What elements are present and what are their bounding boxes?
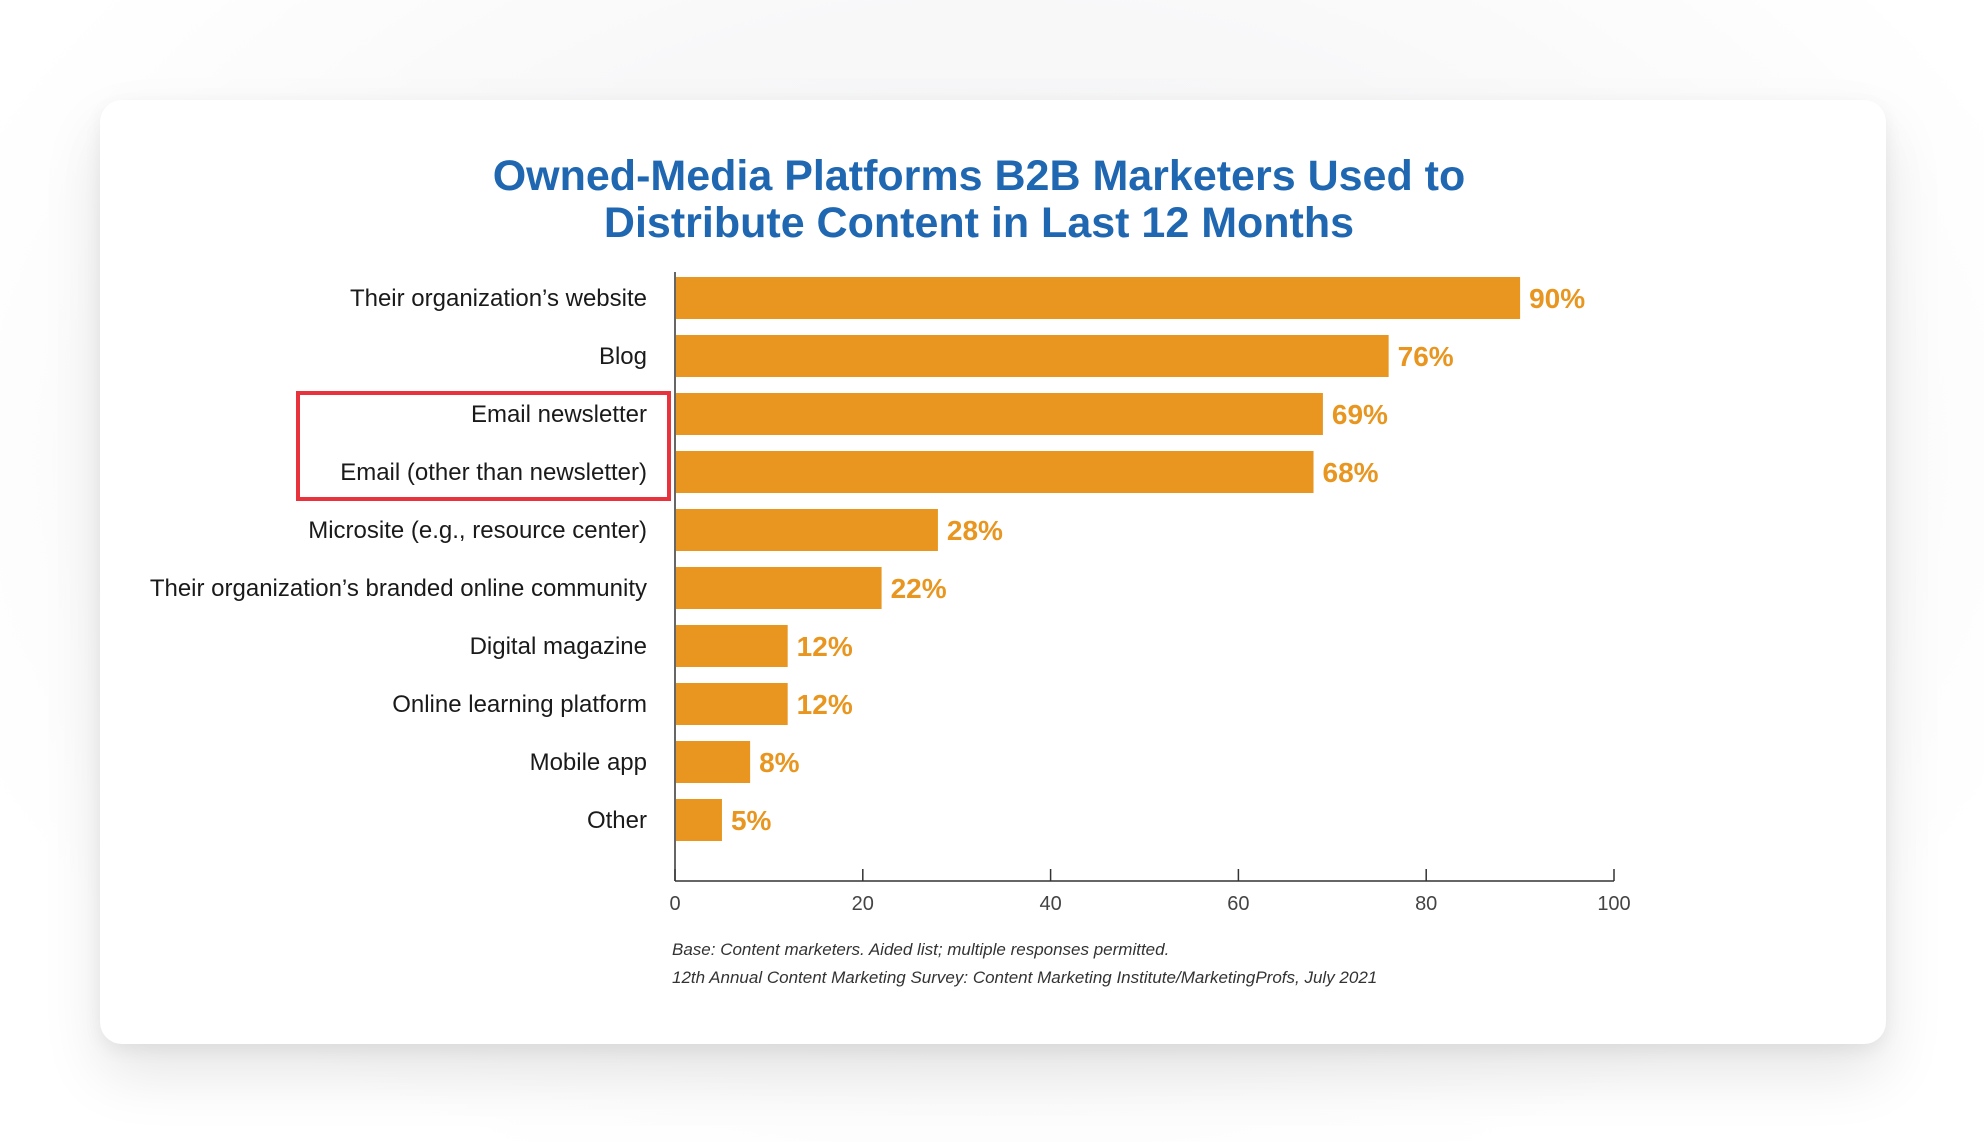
bar-group: Their organization’s website 90% Blog 76% Em… [150, 277, 1585, 841]
chart-title-line-1: Owned-Media Platforms B2B Marketers Used… [493, 152, 1466, 200]
bar-online-learning-platform [676, 683, 788, 725]
bar-email-other-than-newsletter [676, 451, 1314, 493]
value-label-email-other-than-newsletter: 68% [1323, 457, 1379, 488]
highlight-group [296, 391, 671, 501]
category-label-mobile-app: Mobile app [530, 749, 647, 776]
chart-title-line-2: Distribute Content in Last 12 Months [604, 199, 1354, 247]
category-label-email-other-than-newsletter: Email (other than newsletter) [340, 459, 647, 486]
category-label-other: Other [587, 807, 647, 834]
value-label-blog: 76% [1398, 341, 1454, 372]
chart-card [100, 100, 1886, 1044]
x-tick-label-0: 0 [669, 893, 680, 915]
value-label-email-newsletter: 69% [1332, 399, 1388, 430]
x-tick-label-60: 60 [1227, 893, 1249, 915]
category-label-blog: Blog [599, 343, 647, 370]
axes: 0 20 40 60 80 100 [669, 272, 1631, 915]
category-label-online-learning-platform: Online learning platform [392, 691, 647, 718]
x-tick-label-20: 20 [852, 893, 874, 915]
bar-mobile-app [676, 741, 751, 783]
value-label-online-learning-platform: 12% [797, 689, 853, 720]
bar-blog [676, 335, 1389, 377]
category-label-their-organization-s-branded-online-community: Their organization’s branded online comm… [150, 575, 647, 602]
x-tick-label-100: 100 [1597, 893, 1630, 915]
value-label-mobile-app: 8% [759, 747, 800, 778]
category-label-microsite-e-g-resource-center: Microsite (e.g., resource center) [308, 517, 647, 544]
x-tick-label-40: 40 [1039, 893, 1061, 915]
category-label-their-organization-s-website: Their organization’s website [350, 285, 647, 312]
footnote-base: Base: Content marketers. Aided list; mul… [672, 940, 1169, 959]
bar-email-newsletter [676, 393, 1323, 435]
value-label-other: 5% [731, 805, 772, 836]
bar-other [676, 799, 722, 841]
bar-microsite-e-g-resource-center [676, 509, 938, 551]
category-label-email-newsletter: Email newsletter [471, 401, 647, 428]
value-label-digital-magazine: 12% [797, 631, 853, 662]
highlight-box [296, 391, 671, 501]
bar-their-organization-s-website [676, 277, 1521, 319]
footnote-source: 12th Annual Content Marketing Survey: Co… [672, 968, 1377, 987]
bar-their-organization-s-branded-online-community [676, 567, 882, 609]
value-label-their-organization-s-website: 90% [1529, 283, 1585, 314]
category-label-digital-magazine: Digital magazine [470, 633, 647, 660]
value-label-microsite-e-g-resource-center: 28% [947, 515, 1003, 546]
value-label-their-organization-s-branded-online-community: 22% [891, 573, 947, 604]
bar-digital-magazine [676, 625, 788, 667]
x-tick-label-80: 80 [1415, 893, 1437, 915]
